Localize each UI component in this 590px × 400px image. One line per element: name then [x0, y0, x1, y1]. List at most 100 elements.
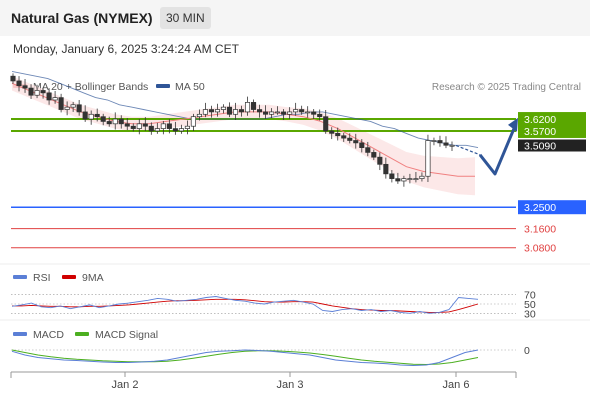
candle	[238, 105, 245, 117]
rsi-legend-label: RSI	[33, 272, 51, 284]
candle-body	[371, 152, 377, 158]
candle-body	[305, 111, 311, 114]
candle-body	[88, 113, 94, 120]
chart-datetime: Monday, January 6, 2025 3:24:24 AM CET	[13, 42, 239, 56]
candle-body	[10, 75, 16, 82]
candle	[413, 171, 419, 183]
candle	[275, 106, 281, 115]
rsi-ma-legend-label: 9MA	[82, 272, 104, 284]
timeframe-badge[interactable]: 30 MIN	[160, 7, 211, 29]
candle	[76, 100, 82, 116]
candle-body	[172, 128, 178, 132]
candle	[244, 96, 251, 116]
candle	[172, 121, 178, 135]
candle-body	[64, 106, 70, 110]
candle-body	[335, 133, 341, 137]
candle	[317, 109, 323, 121]
candle-body	[323, 116, 329, 132]
forecast-arrowhead	[508, 117, 518, 132]
candle-body	[184, 125, 190, 129]
candle-body	[28, 87, 34, 96]
header-bar: Natural Gas (NYMEX) 30 MIN	[0, 0, 590, 36]
candle-body	[160, 123, 166, 129]
candle-body	[317, 113, 323, 118]
candle-body	[419, 175, 425, 179]
macd-legend-label: MACD	[33, 329, 64, 341]
credit-text: Research © 2025 Trading Central	[432, 82, 581, 93]
candle-body	[377, 156, 383, 165]
candle	[269, 108, 275, 119]
candle-body	[100, 116, 106, 122]
ma50-line	[11, 70, 479, 149]
candle-body	[281, 111, 287, 115]
candle	[449, 141, 455, 151]
candle	[425, 134, 431, 182]
candle	[142, 117, 148, 131]
candle-body	[70, 104, 76, 108]
candle-body	[389, 173, 395, 179]
candle-body	[299, 109, 305, 113]
candle-body	[208, 109, 215, 113]
candle-body	[178, 128, 184, 132]
candle-body	[395, 178, 401, 182]
candle-body	[437, 140, 443, 144]
candle	[347, 133, 353, 144]
candle-body	[293, 109, 299, 113]
candle	[214, 103, 221, 117]
level-label-3.5700: 3.5700	[524, 126, 556, 138]
level-label-3.6200: 3.6200	[524, 114, 556, 126]
candle-body	[347, 137, 353, 141]
candle-body	[431, 140, 437, 142]
candle-body	[130, 125, 136, 129]
candle-body	[214, 109, 221, 113]
candle	[22, 79, 28, 93]
candle-body	[341, 135, 347, 139]
candle	[196, 109, 202, 121]
macd-signal-legend-swatch	[75, 332, 89, 336]
candle-body	[16, 80, 22, 87]
candle-body	[124, 123, 130, 127]
candle	[359, 139, 365, 153]
candle-body	[166, 123, 172, 129]
candle-body	[413, 178, 419, 180]
candle-body	[40, 90, 46, 94]
candle-body	[329, 130, 335, 134]
candle	[437, 135, 443, 147]
candle-body	[82, 111, 88, 120]
candle-body	[353, 140, 359, 144]
candle	[184, 120, 190, 135]
candle-body	[34, 90, 40, 96]
rsi-ma-line	[12, 298, 479, 313]
candle	[226, 102, 233, 118]
candle	[377, 152, 383, 171]
candle	[383, 157, 389, 179]
candle-body	[148, 125, 154, 132]
candle	[112, 112, 118, 130]
candle	[293, 102, 299, 116]
rsi-level-label: 30	[524, 308, 536, 320]
candle-body	[94, 113, 100, 118]
candle-body	[142, 123, 148, 127]
candle	[88, 110, 94, 125]
candle-body	[287, 111, 293, 115]
candle-body	[275, 111, 281, 114]
candle	[166, 119, 172, 134]
forecast-path	[478, 123, 518, 176]
candle	[431, 137, 437, 146]
forecast-arrow	[455, 117, 518, 176]
candle-body	[263, 111, 269, 115]
candle	[28, 84, 34, 100]
candle-body	[365, 147, 371, 153]
candle-body	[202, 109, 208, 115]
candle-body	[407, 178, 413, 180]
candle-body	[154, 128, 160, 132]
candle	[160, 120, 166, 135]
candle	[94, 108, 100, 122]
candle	[232, 102, 239, 121]
candle	[299, 105, 305, 115]
candle	[353, 133, 359, 149]
candle-body	[383, 163, 389, 175]
ma50-legend-swatch	[156, 84, 170, 88]
